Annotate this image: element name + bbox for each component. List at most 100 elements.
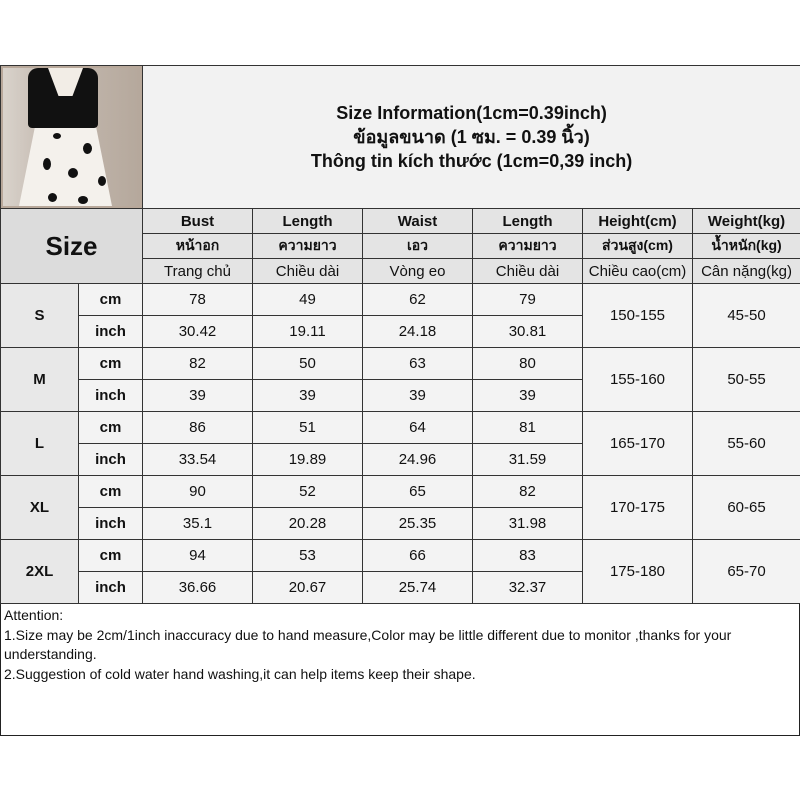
weight-range: 50-55 xyxy=(691,347,800,412)
title-thai: ข้อมูลขนาด (1 ซม. = 0.39 นิ้ว) xyxy=(353,127,590,147)
measurement-cell: 64 xyxy=(362,411,473,444)
measurement-cell: 25.35 xyxy=(362,507,473,540)
col-header-en: Weight(kg) xyxy=(691,208,800,234)
size-header: Size xyxy=(0,208,143,284)
measurement-cell: 24.96 xyxy=(362,443,473,476)
attention-note-2: 2.Suggestion of cold water hand washing,… xyxy=(4,665,476,682)
col-header-th: น้ำหนัก(kg) xyxy=(691,233,800,259)
table-row: 2XL cm 94 53 66 83 175-180 65-70 xyxy=(0,539,800,604)
height-range: 155-160 xyxy=(582,347,693,412)
measurement-cell: 39 xyxy=(142,379,253,412)
measurement-cell: 83 xyxy=(472,539,583,572)
measurement-cell: 66 xyxy=(362,539,473,572)
size-name: XL xyxy=(0,475,79,540)
measurement-cell: 19.89 xyxy=(252,443,363,476)
weight-range: 60-65 xyxy=(691,475,800,540)
size-name: L xyxy=(0,411,79,476)
unit-label: cm xyxy=(78,283,143,316)
measurement-cell: 33.54 xyxy=(142,443,253,476)
unit-label: cm xyxy=(78,539,143,572)
col-header-en: Length xyxy=(252,208,363,234)
measurement-cell: 31.59 xyxy=(472,443,583,476)
unit-label: inch xyxy=(78,507,143,540)
table-row: inch 36.66 20.67 25.74 32.37 xyxy=(1,571,800,604)
unit-label: cm xyxy=(78,475,143,508)
attention-note-1: 1.Size may be 2cm/1inch inaccuracy due t… xyxy=(4,626,732,663)
col-header-th: เอว xyxy=(362,233,473,259)
size-table: Size Information(1cm=0.39inch) ข้อมูลขนา… xyxy=(0,65,800,604)
measurement-cell: 31.98 xyxy=(472,507,583,540)
unit-label: inch xyxy=(78,315,143,348)
product-photo xyxy=(0,65,143,209)
measurement-cell: 80 xyxy=(472,347,583,380)
measurement-cell: 20.67 xyxy=(252,571,363,604)
measurement-cell: 79 xyxy=(472,283,583,316)
unit-label: inch xyxy=(78,443,143,476)
size-name: M xyxy=(0,347,79,412)
col-header-vi: Chiều dài xyxy=(252,258,363,284)
table-row: inch 39 39 39 39 xyxy=(1,379,800,412)
measurement-cell: 51 xyxy=(252,411,363,444)
height-range: 175-180 xyxy=(582,539,693,604)
col-header-en: Bust xyxy=(142,208,253,234)
table-row: inch 30.42 19.11 24.18 30.81 xyxy=(1,315,800,348)
measurement-cell: 39 xyxy=(252,379,363,412)
measurement-cell: 39 xyxy=(362,379,473,412)
unit-label: inch xyxy=(78,379,143,412)
measurement-cell: 81 xyxy=(472,411,583,444)
measurement-cell: 50 xyxy=(252,347,363,380)
table-row: XL cm 90 52 65 82 170-175 60-65 xyxy=(0,475,800,540)
col-header-vi: Vòng eo xyxy=(362,258,473,284)
measurement-cell: 30.42 xyxy=(142,315,253,348)
weight-range: 65-70 xyxy=(691,539,800,604)
attention-heading: Attention: xyxy=(4,607,64,623)
size-name: S xyxy=(0,283,79,348)
size-info-title: Size Information(1cm=0.39inch) ข้อมูลขนา… xyxy=(141,65,800,209)
measurement-cell: 36.66 xyxy=(142,571,253,604)
col-header-en: Length xyxy=(472,208,583,234)
col-header-th: หน้าอก xyxy=(142,233,253,259)
measurement-cell: 32.37 xyxy=(472,571,583,604)
weight-range: 45-50 xyxy=(691,283,800,348)
measurement-cell: 65 xyxy=(362,475,473,508)
measurement-cell: 90 xyxy=(142,475,253,508)
measurement-cell: 94 xyxy=(142,539,253,572)
measurement-cell: 39 xyxy=(472,379,583,412)
unit-label: cm xyxy=(78,411,143,444)
measurement-cell: 82 xyxy=(472,475,583,508)
col-header-vi: Chiều cao(cm) xyxy=(582,258,693,284)
unit-label: inch xyxy=(78,571,143,604)
col-header-en: Waist xyxy=(362,208,473,234)
measurement-cell: 25.74 xyxy=(362,571,473,604)
title-english: Size Information(1cm=0.39inch) xyxy=(336,103,607,123)
height-range: 150-155 xyxy=(582,283,693,348)
weight-range: 55-60 xyxy=(691,411,800,476)
table-row: inch 35.1 20.28 25.35 31.98 xyxy=(1,507,800,540)
size-name: 2XL xyxy=(0,539,79,604)
col-header-th: ความยาว xyxy=(472,233,583,259)
title-vietnamese: Thông tin kích thước (1cm=0,39 inch) xyxy=(310,151,633,171)
measurement-cell: 53 xyxy=(252,539,363,572)
col-header-en: Height(cm) xyxy=(582,208,693,234)
measurement-cell: 78 xyxy=(142,283,253,316)
col-header-vi: Trang chủ xyxy=(142,258,253,284)
attention-notes: Attention: 1.Size may be 2cm/1inch inacc… xyxy=(4,606,796,684)
measurement-cell: 62 xyxy=(362,283,473,316)
table-row: inch 33.54 19.89 24.96 31.59 xyxy=(1,443,800,476)
measurement-cell: 49 xyxy=(252,283,363,316)
measurement-cell: 52 xyxy=(252,475,363,508)
col-header-th: ความยาว xyxy=(252,233,363,259)
height-range: 165-170 xyxy=(582,411,693,476)
col-header-th: ส่วนสูง(cm) xyxy=(582,233,693,259)
measurement-cell: 63 xyxy=(362,347,473,380)
measurement-cell: 35.1 xyxy=(142,507,253,540)
measurement-cell: 20.28 xyxy=(252,507,363,540)
col-header-vi: Chiều dài xyxy=(472,258,583,284)
measurement-cell: 82 xyxy=(142,347,253,380)
height-range: 170-175 xyxy=(582,475,693,540)
measurement-cell: 24.18 xyxy=(362,315,473,348)
unit-label: cm xyxy=(78,347,143,380)
